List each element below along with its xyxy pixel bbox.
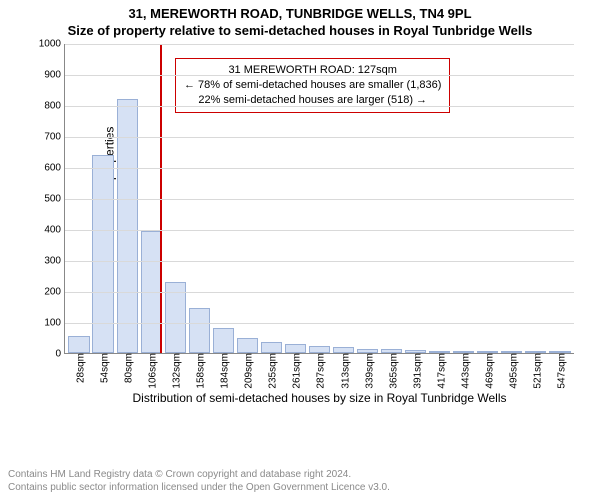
- gridline: [65, 261, 574, 262]
- y-tick-label: 0: [33, 349, 61, 360]
- x-tick-label: 106sqm: [144, 353, 159, 389]
- y-tick-label: 200: [33, 287, 61, 298]
- gridline: [65, 168, 574, 169]
- y-tick-label: 100: [33, 318, 61, 329]
- gridline: [65, 44, 574, 45]
- x-tick-label: 417sqm: [432, 353, 447, 389]
- x-tick-label: 495sqm: [504, 353, 519, 389]
- y-tick-label: 700: [33, 132, 61, 143]
- y-tick-label: 300: [33, 256, 61, 267]
- x-tick-label: 313sqm: [336, 353, 351, 389]
- attribution-footer: Contains HM Land Registry data © Crown c…: [8, 468, 390, 494]
- bar: [309, 346, 330, 353]
- property-info-box: 31 MEREWORTH ROAD: 127sqm ← 78% of semi-…: [175, 58, 450, 113]
- y-tick-label: 400: [33, 225, 61, 236]
- x-tick-label: 443sqm: [456, 353, 471, 389]
- plot-area: 28sqm54sqm80sqm106sqm132sqm158sqm184sqm2…: [64, 44, 574, 354]
- bar: [261, 342, 282, 353]
- x-tick-label: 521sqm: [528, 353, 543, 389]
- bar: [237, 338, 258, 354]
- footer-line2: Contains public sector information licen…: [8, 481, 390, 494]
- bar: [68, 336, 89, 353]
- gridline: [65, 323, 574, 324]
- footer-line1: Contains HM Land Registry data © Crown c…: [8, 468, 390, 481]
- gridline: [65, 137, 574, 138]
- y-tick-label: 1000: [33, 39, 61, 50]
- y-tick-label: 800: [33, 101, 61, 112]
- bar: [285, 344, 306, 353]
- x-tick-label: 261sqm: [288, 353, 303, 389]
- gridline: [65, 230, 574, 231]
- x-tick-label: 287sqm: [312, 353, 327, 389]
- x-tick-label: 209sqm: [240, 353, 255, 389]
- gridline: [65, 75, 574, 76]
- y-tick-label: 500: [33, 194, 61, 205]
- x-tick-label: 339sqm: [360, 353, 375, 389]
- page-title-line1: 31, MEREWORTH ROAD, TUNBRIDGE WELLS, TN4…: [0, 0, 600, 21]
- x-tick-label: 54sqm: [96, 353, 111, 383]
- x-tick-label: 28sqm: [72, 353, 87, 383]
- x-tick-label: 547sqm: [552, 353, 567, 389]
- gridline: [65, 199, 574, 200]
- x-tick-label: 80sqm: [120, 353, 135, 383]
- info-box-line2: ← 78% of semi-detached houses are smalle…: [184, 78, 441, 93]
- x-tick-label: 235sqm: [264, 353, 279, 389]
- bar: [213, 328, 234, 353]
- page-title-line2: Size of property relative to semi-detach…: [0, 21, 600, 38]
- x-tick-label: 158sqm: [192, 353, 207, 389]
- bar: [189, 308, 210, 353]
- x-tick-label: 132sqm: [168, 353, 183, 389]
- gridline: [65, 106, 574, 107]
- x-tick-label: 391sqm: [408, 353, 423, 389]
- x-tick-label: 365sqm: [384, 353, 399, 389]
- y-tick-label: 600: [33, 163, 61, 174]
- x-tick-label: 469sqm: [480, 353, 495, 389]
- histogram-chart: Number of semi-detached properties 28sqm…: [50, 44, 580, 404]
- gridline: [65, 292, 574, 293]
- x-tick-label: 184sqm: [216, 353, 231, 389]
- x-axis-label: Distribution of semi-detached houses by …: [65, 391, 574, 405]
- y-tick-label: 900: [33, 70, 61, 81]
